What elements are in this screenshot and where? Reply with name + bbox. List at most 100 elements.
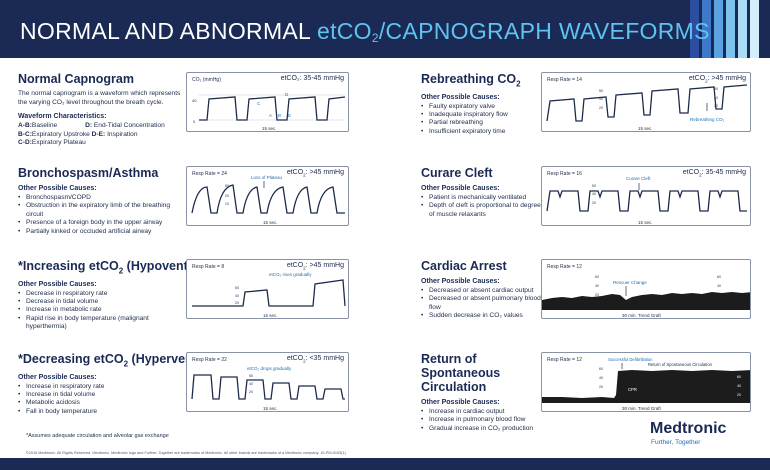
causes-list: Increase in respiratory rate Increase in… [18, 383, 183, 417]
svg-text:20: 20 [599, 106, 603, 110]
causes-title: Other Possible Causes: [18, 373, 97, 381]
list-item: Sudden decrease in CO₂ values [421, 312, 541, 321]
section-title: Curare Cleft [421, 166, 493, 180]
list-item: Decreased or absent pulmonary blood flow [421, 295, 541, 312]
card-range: etCO2: >45 mmHg [286, 262, 344, 271]
legal-text: ©2016 Medtronic. All Rights Reserved. Me… [26, 451, 346, 455]
time-label: 30 min. Trend Graft [622, 406, 662, 411]
rebreathing-section: Rebreathing CO2 Other Possible Causes: F… [421, 72, 541, 137]
footnote: *Assumes adequate circulation and alveol… [26, 433, 169, 439]
annotation-rosc: Return of Spontaneous Circulation [648, 362, 713, 367]
annotation: Loss of Plateau [251, 175, 283, 180]
list-item: Increase in pulmonary blood flow [421, 416, 541, 425]
curare-cleft-waveform: Curare Cleft 50 40 20 15 sec. [546, 176, 747, 225]
causes-list: Faulty expiratory valve Inadequate inspi… [421, 103, 541, 137]
list-item: Inadequate inspiratory flow [421, 111, 541, 120]
label-b: B [278, 113, 281, 118]
normal-capnogram-section: Normal Capnogram The normal capnogram is… [18, 72, 183, 148]
hyperventilation-section: *Decreasing etCO2 (Hyperventilation) Oth… [18, 352, 238, 417]
list-item: Decreased or absent cardiac output [421, 287, 541, 296]
hypoventilation-section: *Increasing etCO2 (Hypoventilation) Othe… [18, 259, 229, 332]
svg-text:60: 60 [717, 275, 721, 279]
curare-cleft-waveform-card: Resp Rate = 16 etCO2: 35-45 mmHg Curare … [541, 166, 751, 226]
bronchospasm-section: Bronchospasm/Asthma Other Possible Cause… [18, 166, 183, 236]
list-item: Patient is mechanically ventilated [421, 194, 541, 203]
section-description: The normal capnogram is a waveform which… [18, 90, 181, 106]
resp-rate-label: Resp Rate = 24 [192, 171, 227, 177]
section-title: *Increasing etCO2 (Hypoventilation) [18, 259, 229, 276]
annotation: Rebreathing CO₂ [690, 117, 725, 122]
brand-tagline: Further, Together [651, 439, 701, 446]
list-item: Partially kinked or occluded artificial … [18, 228, 183, 237]
bronchospasm-waveform: Loss of Plateau 50 20 10 15 sec. [191, 175, 345, 225]
causes-title: Other Possible Causes: [421, 185, 500, 192]
svg-text:20: 20 [249, 390, 253, 394]
causes-title: Other Possible Causes: [421, 278, 500, 285]
section-title: Rebreathing CO2 [421, 72, 521, 89]
list-item: Depth of cleft is proportional to degree… [421, 202, 541, 219]
causes-title: Other Possible Causes: [421, 399, 500, 406]
svg-text:40: 40 [737, 384, 741, 388]
cardiac-arrest-trend: 60 40 20 60 40 20 Rescuer Change 30 min.… [542, 275, 750, 318]
section-title: *Decreasing etCO2 (Hyperventilation) [18, 352, 238, 369]
hypoventilation-waveform-card: Resp Rate = 8 etCO2: >45 mmHg etCO₂ rise… [186, 259, 349, 319]
list-item: Insufficient expiratory time [421, 128, 541, 137]
svg-text:60: 60 [737, 375, 741, 379]
list-item: Rapid rise in body temperature (malignan… [18, 315, 183, 332]
curare-cleft-section: Curare Cleft Other Possible Causes: Pati… [421, 166, 541, 219]
section-title: Cardiac Arrest [421, 259, 507, 273]
brand-logo: Medtronic [650, 420, 727, 437]
svg-text:40: 40 [595, 284, 599, 288]
svg-text:20: 20 [599, 385, 603, 389]
svg-text:20: 20 [592, 201, 596, 205]
list-item: Faulty expiratory valve [421, 103, 541, 112]
svg-text:10: 10 [225, 202, 229, 206]
list-item: Obstruction in the expiratory limb of th… [18, 202, 183, 219]
svg-text:60: 60 [595, 275, 599, 279]
resp-rate-label: Resp Rate = 22 [192, 357, 227, 363]
svg-text:50: 50 [592, 184, 596, 188]
causes-list: Patient is mechanically ventilated Depth… [421, 194, 541, 219]
time-label: 15 sec. [263, 220, 278, 225]
svg-text:40: 40 [599, 376, 603, 380]
rosc-trend: 60 40 20 60 40 20 Successful Defibrillat… [542, 357, 750, 411]
svg-text:40: 40 [249, 382, 253, 386]
list-item: Gradual increase in CO₂ production [421, 425, 541, 434]
annotation: etCO₂ rises gradually [269, 272, 312, 277]
section-title: Bronchospasm/Asthma [18, 166, 159, 180]
list-item: Partial rebreathing [421, 119, 541, 128]
resp-rate-label: Resp Rate = 8 [192, 264, 225, 270]
footer-bar [0, 458, 770, 470]
time-label: 15 sec. [262, 126, 277, 131]
resp-rate-label: Resp Rate = 16 [547, 171, 582, 177]
card-range: etCO2: <35 mmHg [286, 355, 344, 364]
hyperventilation-waveform-card: Resp Rate = 22 etCO2: <35 mmHg etCO₂ dro… [186, 352, 349, 412]
causes-title: Other Possible Causes: [421, 93, 500, 101]
list-item: Decrease in respiratory rate [18, 290, 183, 299]
annotation-cpr: CPR [628, 387, 637, 392]
svg-text:20: 20 [595, 293, 599, 297]
svg-text:50: 50 [235, 286, 239, 290]
rosc-trend-card: Resp Rate = 12 60 40 20 60 40 20 Success… [541, 352, 751, 412]
svg-text:50: 50 [249, 374, 253, 378]
card-range: etCO2: >45 mmHg [688, 75, 746, 84]
label-e: E [288, 113, 291, 118]
card-range: etCO2: 35-45 mmHg [682, 169, 746, 178]
time-label: 15 sec. [638, 220, 653, 225]
annotation: Curare Cleft [626, 176, 651, 181]
time-label: 15 sec. [263, 313, 278, 318]
resp-rate-label: Resp Rate = 12 [547, 357, 582, 363]
time-label: 30 min. Trend Graft [622, 313, 662, 318]
causes-list: Decreased or absent cardiac output Decre… [421, 287, 541, 321]
causes-list: Bronchospasm/COPD Obstruction in the exp… [18, 194, 183, 236]
causes-title: Other Possible Causes: [18, 280, 97, 288]
y-tick-top: 40 [192, 98, 197, 103]
label-d: D [285, 92, 289, 97]
card-range: etCO2: >45 mmHg [286, 169, 344, 178]
svg-text:40: 40 [717, 284, 721, 288]
annotation: etCO₂ drops gradually [247, 366, 292, 371]
svg-text:20: 20 [235, 301, 239, 305]
rebreathing-waveform-card: Resp Rate = 14 etCO2: >45 mmHg 50 40 20 … [541, 72, 751, 132]
bronchospasm-waveform-card: Resp Rate = 24 etCO2: >45 mmHg Loss of P… [186, 166, 349, 226]
header-banner: NORMAL AND ABNORMAL etCO2/CAPNOGRAPH WAV… [0, 0, 770, 58]
